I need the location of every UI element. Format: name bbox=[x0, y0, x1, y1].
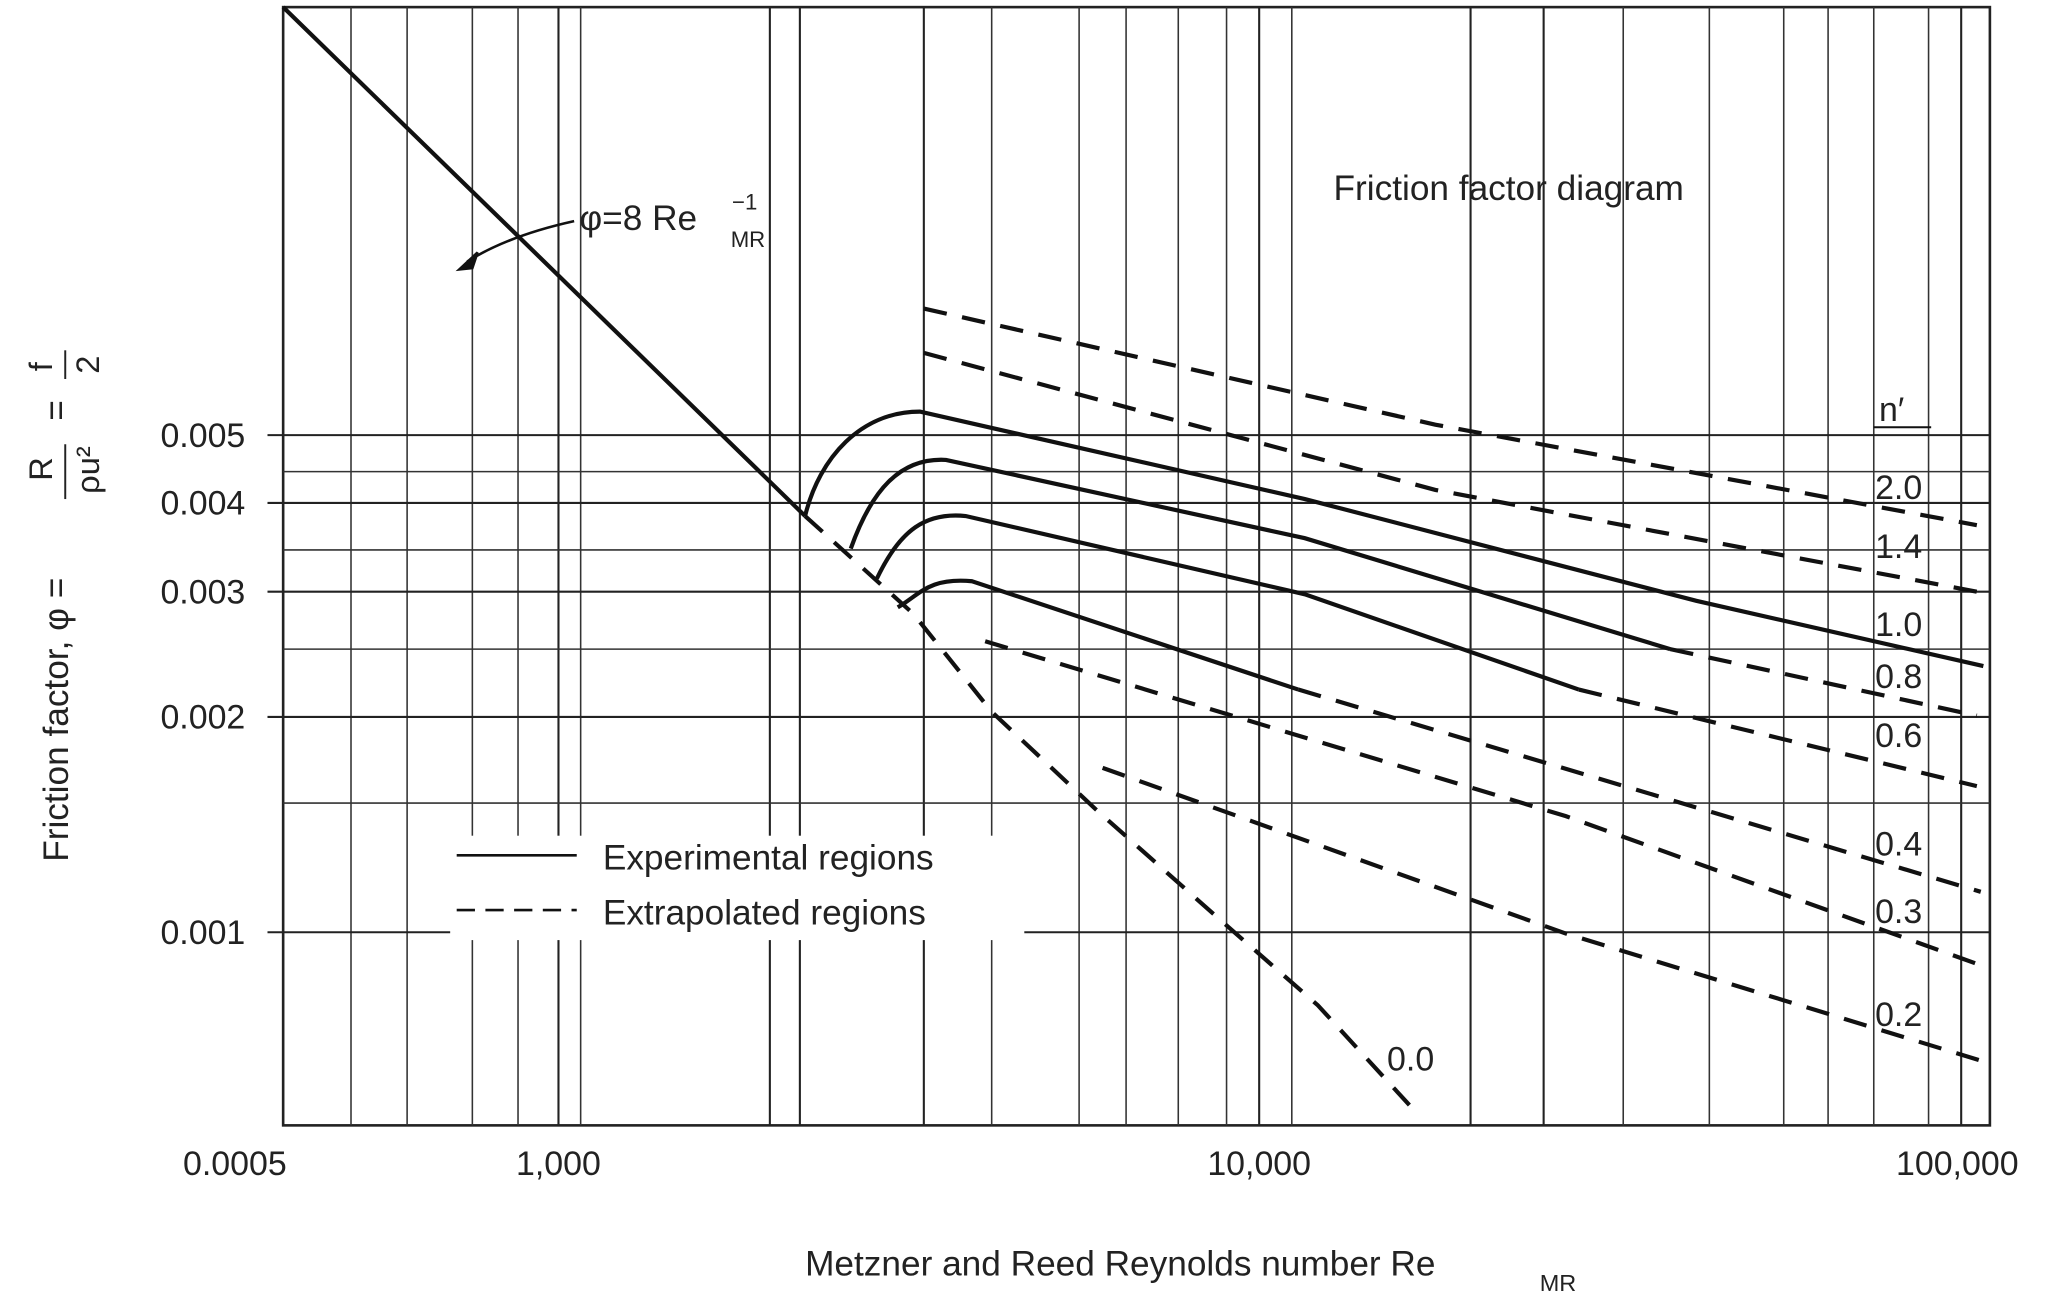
svg-text:φ=8 Re: φ=8 Re bbox=[579, 199, 697, 238]
curve-labels: n′ 2.0 1.4 1.0 0.8 0.6 0.4 0.3 0.2 0.0 bbox=[1387, 391, 1932, 1079]
svg-text:0.0: 0.0 bbox=[1387, 1041, 1434, 1079]
svg-text:2.0: 2.0 bbox=[1875, 469, 1922, 507]
y-axis-label: Friction factor, φ = R ρu² = f 2 bbox=[22, 350, 106, 862]
svg-text:ρu²: ρu² bbox=[69, 446, 106, 494]
curve-0.4 bbox=[896, 578, 1299, 692]
curve-0.8 bbox=[848, 457, 1671, 652]
svg-text:=: = bbox=[37, 400, 76, 421]
svg-text:0.2: 0.2 bbox=[1875, 996, 1922, 1034]
svg-text:−1: −1 bbox=[732, 189, 757, 214]
svg-text:R: R bbox=[22, 457, 59, 481]
svg-text:0.005: 0.005 bbox=[160, 417, 245, 455]
curve-0.3 bbox=[984, 639, 1985, 969]
svg-text:100,000: 100,000 bbox=[1896, 1145, 2019, 1183]
plot-frame bbox=[281, 5, 1992, 1127]
y-grid bbox=[267, 434, 1990, 934]
svg-text:0.002: 0.002 bbox=[160, 699, 245, 737]
y-tick-labels: 0.005 0.004 0.003 0.002 0.001 bbox=[160, 417, 245, 952]
svg-text:0.8: 0.8 bbox=[1875, 658, 1922, 696]
curve-0.2 bbox=[1101, 765, 1984, 1064]
svg-text:0.003: 0.003 bbox=[160, 573, 245, 611]
svg-text:2: 2 bbox=[69, 356, 106, 374]
legend-title: n′ bbox=[1879, 391, 1904, 429]
svg-text:0.0005: 0.0005 bbox=[183, 1145, 287, 1183]
svg-text:1,000: 1,000 bbox=[516, 1145, 601, 1183]
svg-text:1.4: 1.4 bbox=[1875, 528, 1922, 566]
svg-text:0.001: 0.001 bbox=[160, 914, 245, 952]
x-grid bbox=[350, 7, 1963, 1126]
laminar-annotation: φ=8 Re −1 MR bbox=[579, 189, 765, 252]
curve-1.0 bbox=[803, 409, 1984, 669]
svg-text:1.0: 1.0 bbox=[1875, 606, 1922, 644]
svg-text:0.004: 0.004 bbox=[160, 485, 245, 523]
svg-text:10,000: 10,000 bbox=[1207, 1145, 1311, 1183]
svg-text:MR: MR bbox=[1540, 1270, 1577, 1293]
legend: Experimental regions Extrapolated region… bbox=[450, 835, 1025, 941]
chart-title: Friction factor diagram bbox=[1334, 169, 1684, 208]
svg-text:0.4: 0.4 bbox=[1875, 825, 1922, 863]
svg-text:Metzner and Reed Reynolds numb: Metzner and Reed Reynolds number Re bbox=[805, 1244, 1435, 1283]
svg-text:Friction factor, φ =: Friction factor, φ = bbox=[37, 578, 76, 862]
svg-text:0.6: 0.6 bbox=[1875, 717, 1922, 755]
svg-text:f: f bbox=[22, 361, 59, 371]
x-tick-labels: 0.0005 1,000 10,000 100,000 bbox=[183, 1145, 2019, 1183]
x-axis-label: Metzner and Reed Reynolds number Re MR bbox=[805, 1244, 1576, 1293]
svg-text:MR: MR bbox=[731, 227, 765, 252]
curve-0.6 bbox=[874, 513, 1580, 692]
curve-1.4 bbox=[923, 350, 1978, 594]
line-0.0 bbox=[803, 514, 1422, 1118]
legend-extrapolated: Extrapolated regions bbox=[603, 893, 926, 932]
curve-2.0 bbox=[923, 306, 1978, 528]
legend-experimental: Experimental regions bbox=[603, 839, 934, 878]
svg-text:0.3: 0.3 bbox=[1875, 893, 1922, 931]
laminar-line bbox=[281, 5, 807, 518]
